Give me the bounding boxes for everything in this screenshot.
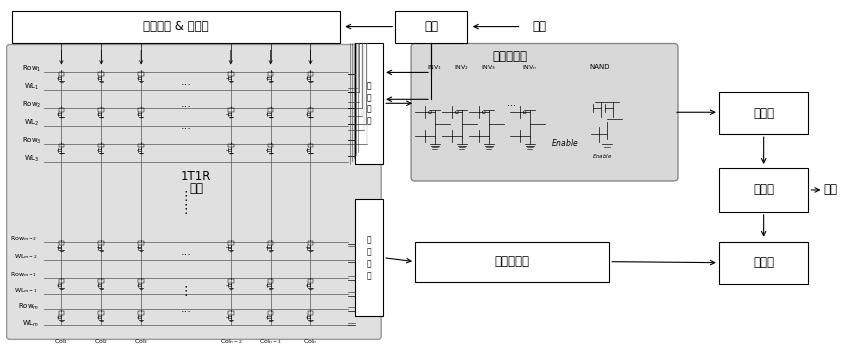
Text: NAND: NAND	[589, 64, 609, 70]
Bar	[99, 279, 104, 283]
Bar	[719, 92, 808, 134]
Bar	[395, 11, 467, 43]
Bar	[59, 144, 65, 147]
Text: Row$_{m-2}$: Row$_{m-2}$	[10, 234, 37, 243]
Bar	[308, 72, 314, 76]
Bar	[59, 108, 65, 112]
Text: WL$_{m-2}$: WL$_{m-2}$	[14, 252, 37, 261]
Bar	[139, 72, 144, 76]
Bar	[228, 311, 234, 315]
Bar	[308, 108, 314, 112]
Text: 环形振荡器: 环形振荡器	[494, 255, 530, 268]
Bar	[139, 311, 144, 315]
Bar	[268, 241, 274, 245]
Text: WL$_m$: WL$_m$	[22, 318, 40, 328]
Bar	[719, 168, 808, 212]
Bar	[308, 144, 314, 147]
FancyBboxPatch shape	[7, 44, 381, 339]
Bar	[99, 108, 104, 112]
Bar	[355, 43, 383, 164]
Bar	[308, 279, 314, 283]
Text: 行
解
码
器: 行 解 码 器	[367, 81, 371, 126]
Text: ...: ...	[180, 304, 191, 314]
Text: Row$_1$: Row$_1$	[22, 63, 42, 74]
Text: ...: ...	[180, 77, 191, 87]
Bar	[139, 241, 144, 245]
Text: Col$_n$: Col$_n$	[303, 337, 318, 346]
Text: ...: ...	[180, 99, 191, 109]
Bar	[139, 108, 144, 112]
Text: WL$_3$: WL$_3$	[24, 154, 40, 164]
Bar	[12, 11, 340, 43]
Bar	[139, 144, 144, 147]
Text: INV$_n$: INV$_n$	[522, 63, 537, 72]
Bar	[308, 311, 314, 315]
Text: 比较器: 比较器	[753, 183, 774, 196]
Text: 响应: 响应	[824, 183, 837, 196]
Bar	[268, 108, 274, 112]
Text: Col$_{n-1}$: Col$_{n-1}$	[259, 337, 282, 346]
Bar	[228, 279, 234, 283]
Bar	[268, 72, 274, 76]
Bar	[59, 241, 65, 245]
Bar	[99, 241, 104, 245]
Text: Col$_1$: Col$_1$	[54, 337, 69, 346]
Text: Col$_2$: Col$_2$	[94, 337, 109, 346]
Bar	[99, 72, 104, 76]
Bar	[268, 279, 274, 283]
Text: WL$_1$: WL$_1$	[24, 82, 40, 93]
Text: 激励: 激励	[533, 20, 547, 33]
Text: WL$_{m-1}$: WL$_{m-1}$	[14, 286, 37, 295]
Text: 计数器: 计数器	[753, 107, 774, 120]
Bar	[99, 311, 104, 315]
Bar	[59, 72, 65, 76]
Text: Row$_{m-1}$: Row$_{m-1}$	[10, 270, 37, 279]
Text: 环形振荡器: 环形振荡器	[492, 50, 527, 63]
Text: ...: ...	[180, 121, 191, 131]
Bar	[59, 279, 65, 283]
Text: Col$_3$: Col$_3$	[134, 337, 148, 346]
Text: 1T1R: 1T1R	[181, 170, 211, 183]
Text: 地址: 地址	[424, 20, 438, 33]
Text: Col$_{n-2}$: Col$_{n-2}$	[219, 337, 242, 346]
Bar	[308, 241, 314, 245]
Bar	[719, 242, 808, 284]
Text: Row$_2$: Row$_2$	[22, 100, 42, 111]
Bar	[59, 311, 65, 315]
Text: INV$_1$: INV$_1$	[428, 63, 443, 72]
Text: INV$_3$: INV$_3$	[481, 63, 496, 72]
Bar	[415, 242, 609, 282]
Text: WL$_2$: WL$_2$	[24, 118, 40, 128]
Text: $Enable$: $Enable$	[592, 152, 613, 160]
Text: 计数器: 计数器	[753, 256, 774, 269]
Text: $Enable$: $Enable$	[551, 137, 578, 147]
Text: ⋮: ⋮	[179, 285, 192, 298]
Text: ⋮: ⋮	[179, 203, 192, 216]
Bar	[99, 144, 104, 147]
Text: 阵列: 阵列	[189, 182, 203, 195]
Text: INV$_2$: INV$_2$	[454, 63, 469, 72]
Bar	[139, 279, 144, 283]
Text: Row$_3$: Row$_3$	[22, 136, 42, 146]
Bar	[228, 241, 234, 245]
Bar	[228, 72, 234, 76]
Bar	[228, 144, 234, 147]
FancyBboxPatch shape	[411, 44, 678, 181]
Text: 行
解
码
器: 行 解 码 器	[367, 235, 371, 280]
Bar	[268, 144, 274, 147]
Text: ...: ...	[507, 98, 516, 108]
Bar	[268, 311, 274, 315]
Text: Row$_m$: Row$_m$	[18, 301, 40, 312]
Bar	[228, 108, 234, 112]
Bar	[355, 199, 383, 316]
Text: ...: ...	[180, 247, 191, 257]
Text: ⋮: ⋮	[179, 190, 192, 203]
Text: 列选择器 & 写驱动: 列选择器 & 写驱动	[143, 20, 209, 33]
